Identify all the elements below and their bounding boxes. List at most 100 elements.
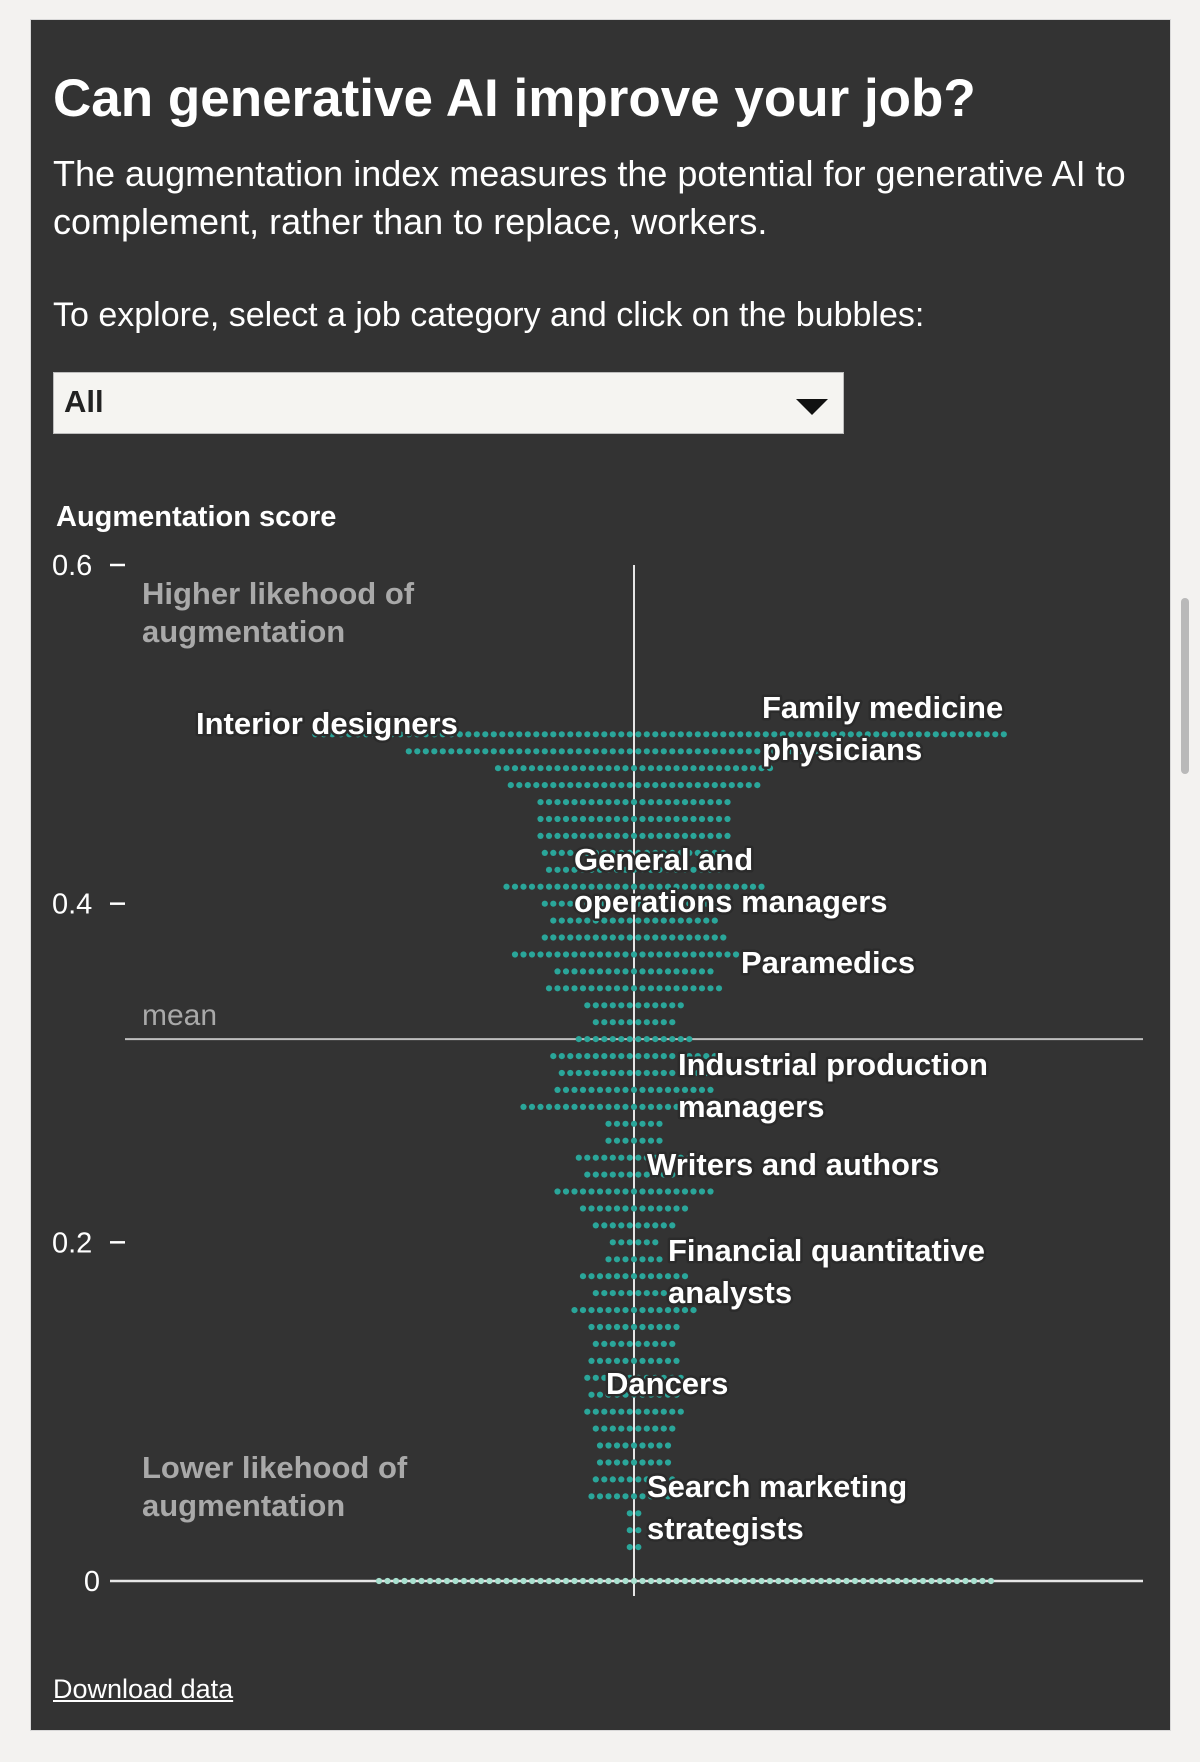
swarm-dot	[592, 748, 599, 755]
swarm-dot	[664, 1459, 672, 1466]
swarm-dot	[626, 1408, 633, 1415]
swarm-dot	[796, 748, 803, 755]
swarm-dot	[830, 731, 837, 738]
y-tick-label: 0.4	[52, 889, 92, 921]
swarm-dot	[545, 866, 553, 873]
swarm-dot	[715, 815, 723, 823]
swarm-dot	[571, 985, 578, 992]
swarm-dot	[550, 731, 557, 738]
swarm-dot	[673, 866, 680, 873]
swarm-dot	[673, 1577, 680, 1585]
swarm-dot	[579, 1307, 587, 1314]
swarm-dot	[720, 900, 727, 907]
swarm-dot	[639, 832, 646, 840]
swarm-dot	[596, 866, 604, 873]
swarm-dot	[724, 799, 731, 806]
chart-dots[interactable]	[312, 731, 1007, 1585]
swarm-dot	[737, 782, 744, 789]
swarm-dot	[715, 951, 723, 958]
swarm-dot	[613, 883, 621, 890]
swarm-dot	[579, 866, 587, 873]
swarm-dot	[652, 1069, 659, 1077]
swarm-dot	[754, 782, 761, 789]
scrollbar-thumb[interactable]	[1181, 598, 1189, 774]
swarm-dot	[456, 748, 463, 755]
swarm-dot	[639, 1357, 646, 1364]
swarm-dot	[711, 849, 718, 857]
swarm-dot	[626, 1239, 633, 1246]
swarm-dot	[656, 1577, 663, 1585]
swarm-dot	[732, 1577, 740, 1585]
swarm-dot	[681, 866, 689, 873]
swarm-dot	[405, 748, 412, 755]
swarm-dot	[686, 849, 693, 857]
swarm-dot	[720, 934, 727, 941]
swarm-dot	[354, 731, 361, 738]
swarm-dot	[681, 815, 689, 823]
swarm-dot	[809, 1577, 816, 1585]
swarm-dot	[618, 1053, 625, 1060]
swarm-dot	[647, 1137, 655, 1144]
swarm-dot	[609, 1476, 616, 1483]
swarm-dot	[596, 968, 604, 975]
swarm-dot	[643, 1053, 650, 1060]
swarm-dot	[554, 765, 561, 772]
swarm-dot	[622, 951, 629, 958]
swarm-dot	[635, 917, 642, 924]
swarm-dot	[630, 883, 638, 890]
swarm-dot	[660, 1290, 667, 1297]
swarm-dot	[711, 782, 718, 789]
swarm-dot	[652, 731, 659, 738]
swarm-dot	[690, 1307, 697, 1314]
swarm-dot	[609, 1019, 616, 1026]
swarm-dot	[630, 1256, 638, 1263]
swarm-dot	[626, 1476, 633, 1483]
job-category-select[interactable]: All	[53, 372, 844, 434]
swarm-dot	[673, 985, 680, 992]
swarm-dot	[639, 1459, 646, 1466]
swarm-dot	[707, 832, 714, 840]
swarm-dot	[673, 1103, 680, 1110]
swarm-dot	[652, 1408, 659, 1415]
swarm-dot	[656, 1256, 663, 1263]
swarm-dot	[758, 1577, 765, 1585]
swarm-dot	[601, 1476, 608, 1483]
swarm-dot	[550, 782, 557, 789]
swarm-dot	[622, 1493, 629, 1500]
swarm-dot	[635, 1053, 642, 1060]
mean-label: mean	[142, 999, 217, 1032]
swarm-dot	[639, 1577, 646, 1585]
swarm-dot	[715, 883, 723, 890]
swarm-dot	[618, 1154, 625, 1161]
swarm-dot	[639, 951, 646, 958]
swarm-dot	[363, 731, 370, 738]
swarm-dot	[681, 1188, 689, 1195]
swarm-dot	[588, 815, 595, 823]
swarm-dot	[626, 748, 633, 755]
swarm-dot	[609, 917, 616, 924]
swarm-dot	[579, 968, 587, 975]
swarm-dot	[618, 1408, 625, 1415]
swarm-dot	[983, 731, 990, 738]
swarm-dot	[414, 731, 421, 738]
swarm-dot	[584, 1053, 591, 1060]
swarm-dot	[622, 1442, 629, 1449]
swarm-dot	[601, 1408, 608, 1415]
swarm-dot	[618, 1019, 625, 1026]
swarm-dot	[783, 1577, 791, 1585]
swarm-dot	[528, 1577, 536, 1585]
swarm-dot	[533, 782, 540, 789]
swarm-dot	[694, 1053, 701, 1060]
swarm-dot	[639, 1103, 646, 1110]
swarm-dot	[711, 1053, 718, 1060]
swarm-dot	[690, 832, 697, 840]
download-data-link[interactable]: Download data	[53, 1674, 234, 1704]
swarm-dot	[490, 748, 497, 755]
swarm-dot	[707, 968, 714, 975]
swarm-dot	[686, 782, 693, 789]
swarm-dot	[567, 782, 574, 789]
swarm-dot	[630, 1493, 638, 1500]
swarm-dot	[715, 985, 723, 992]
swarm-dot	[622, 1137, 629, 1144]
swarm-dot	[677, 1069, 684, 1077]
